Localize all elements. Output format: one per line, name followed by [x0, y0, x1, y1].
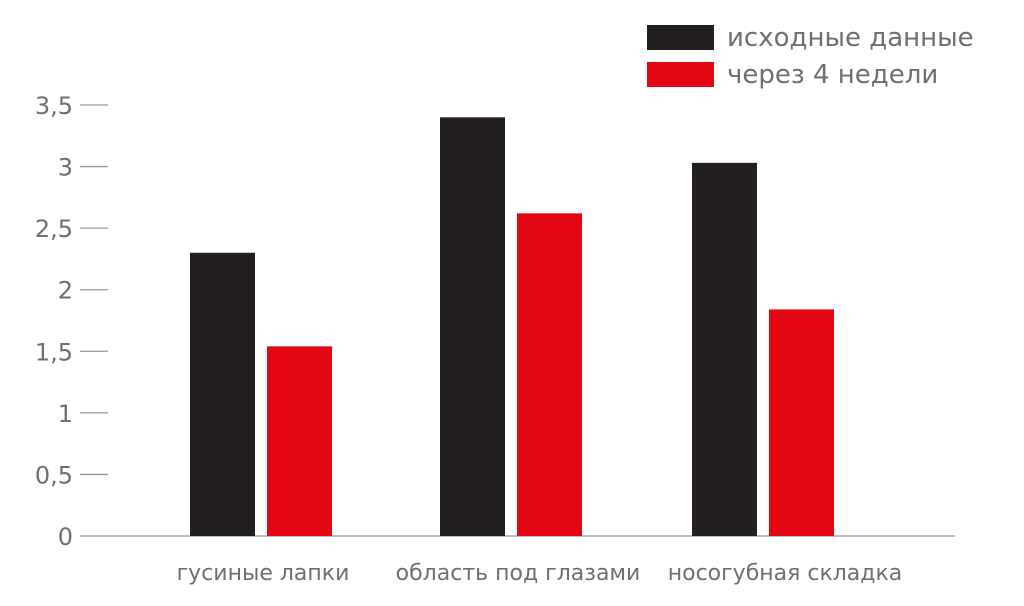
- legend-label: исходные данные: [727, 23, 974, 53]
- legend: исходные данные через 4 недели: [647, 23, 974, 90]
- legend-swatch: [647, 25, 714, 50]
- y-tick-label: 3,5: [35, 92, 73, 120]
- x-axis: гусиные лапки область под глазами носогубн…: [177, 561, 903, 586]
- bars-group: [190, 117, 834, 537]
- bar-week4-2: [769, 309, 834, 536]
- y-axis: 0 0,5 1 1,5 2 2,5 3 3,5: [35, 92, 108, 551]
- y-tick-label: 2,5: [35, 215, 73, 243]
- y-tick-label: 0,5: [35, 461, 73, 489]
- y-tick-label: 0: [58, 523, 73, 551]
- y-tick-label: 1,5: [35, 338, 73, 366]
- bar-baseline-0: [190, 252, 255, 536]
- x-category-label: носогубная складка: [668, 561, 903, 586]
- bar-week4-1: [517, 213, 582, 536]
- legend-swatch: [647, 62, 714, 87]
- bar-baseline-2: [692, 162, 757, 536]
- bar-week4-0: [267, 346, 332, 536]
- y-tick-label: 2: [58, 277, 73, 305]
- y-tick-label: 3: [58, 154, 73, 182]
- bar-baseline-1: [440, 117, 505, 537]
- x-category-label: область под глазами: [396, 561, 641, 586]
- legend-label: через 4 недели: [727, 60, 938, 90]
- y-tick-label: 1: [58, 400, 73, 428]
- x-category-label: гусиные лапки: [177, 561, 350, 586]
